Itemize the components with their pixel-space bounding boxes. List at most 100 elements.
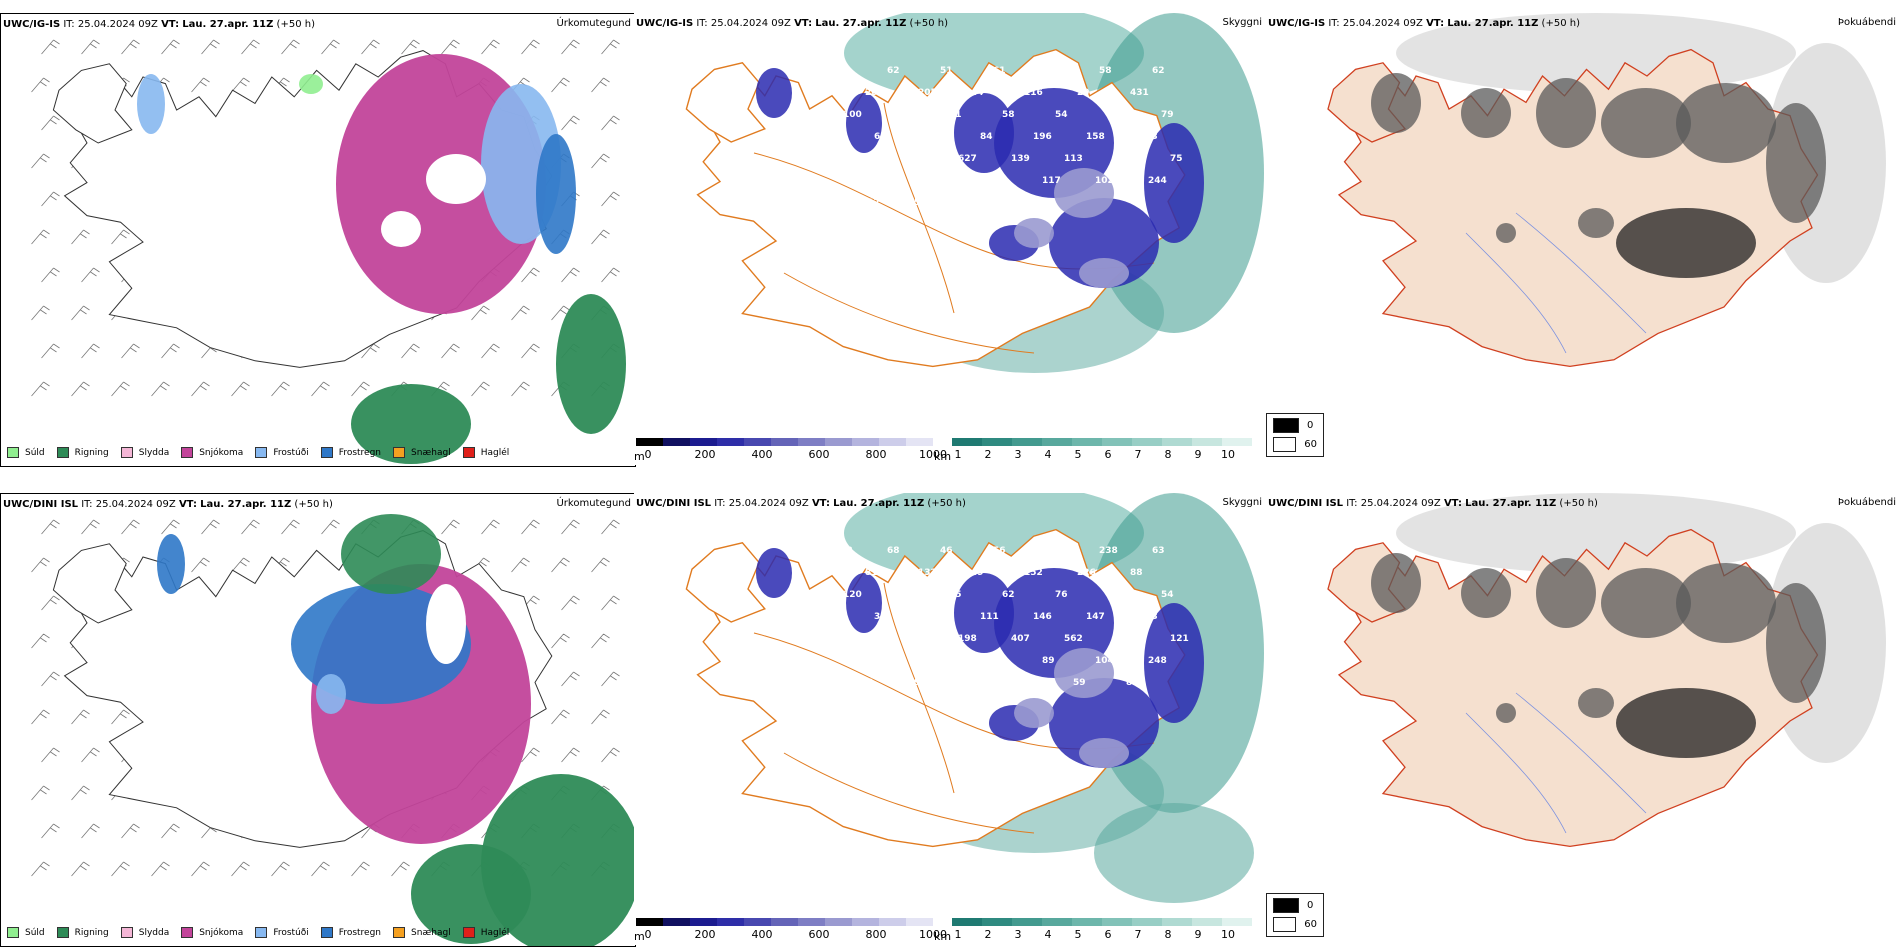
legend-item: Snjókoma <box>181 927 243 938</box>
legend-swatch <box>120 447 133 458</box>
colorbar-segment <box>663 438 690 446</box>
value-label: 102 <box>834 546 853 556</box>
colorbar-tick: 9 <box>1194 448 1202 461</box>
wind-barb <box>601 39 620 55</box>
fog-legend-swatch <box>1273 898 1299 913</box>
wind-barb <box>41 115 60 131</box>
vt-label: VT: <box>161 19 180 30</box>
wind-barb <box>111 709 130 725</box>
precip-field <box>157 514 635 946</box>
wind-barb <box>231 557 250 573</box>
value-label: 116 <box>1024 88 1043 98</box>
value-label: 69 <box>1020 678 1033 688</box>
wind-barb <box>31 381 50 397</box>
wind-barb <box>191 77 210 93</box>
colorbar-segment <box>906 918 933 926</box>
wind-barb <box>71 229 90 245</box>
legend-label: Snæhagl <box>411 927 451 938</box>
value-label: 59 <box>1073 678 1086 688</box>
value-label: 55 <box>1046 66 1059 76</box>
vt-value: Lau. 27.apr. 11Z <box>182 19 274 30</box>
map-canvas <box>31 514 635 946</box>
colorbar-segment <box>1132 918 1162 926</box>
model-name: UWC/IG-IS <box>3 19 61 30</box>
value-label: 62 <box>887 66 900 76</box>
gap-area <box>426 154 486 204</box>
colorbar-segment <box>1012 438 1042 446</box>
legend-label: Snæhagl <box>411 447 451 458</box>
wind-barb <box>81 823 100 839</box>
value-label: 121 <box>1170 634 1189 644</box>
colorbar-segment <box>690 438 717 446</box>
wind-barb <box>321 519 340 535</box>
colorbar-tick: 8 <box>1164 928 1172 941</box>
colorbar-tick: 4 <box>1044 928 1052 941</box>
wind-barb <box>471 305 490 321</box>
wind-barb <box>81 39 100 55</box>
wind-barb <box>161 823 180 839</box>
panel-header: UWC/IG-IS IT: 25.04.2024 09Z VT: Lau. 27… <box>3 19 315 30</box>
road <box>883 582 955 794</box>
wind-barb <box>391 861 410 877</box>
wind-barb <box>601 671 620 687</box>
wind-barb <box>31 557 50 573</box>
colorbar-tick: 2 <box>984 928 992 941</box>
wind-barb <box>591 229 610 245</box>
high-terrain-area <box>1049 678 1159 768</box>
wind-barb <box>71 381 90 397</box>
legend-label: Rigning <box>74 447 109 458</box>
value-label: 96 <box>883 176 896 186</box>
value-label: 68 <box>887 546 900 556</box>
legend-swatch <box>7 447 19 458</box>
colorbar-tick: 1 <box>954 928 962 941</box>
wind-barb <box>111 861 130 877</box>
fog-area <box>1601 88 1691 158</box>
wind-barb <box>71 861 90 877</box>
map-canvas: 90 62 51 61 55 58 62 205 205 44 116 29 431 100 47 51 58 5… <box>685 13 1264 373</box>
value-label: 81 <box>865 568 878 578</box>
fog-legend-swatch <box>1273 917 1297 932</box>
legend-label: Frostregn <box>338 447 382 458</box>
value-label: 59 <box>1046 546 1059 556</box>
colorbar-segment <box>982 438 1012 446</box>
fog-legend-value: 60 <box>1304 439 1317 450</box>
terrain-field <box>756 68 1204 288</box>
wind-barb <box>601 191 620 207</box>
wind-barb <box>601 595 620 611</box>
legend-item: Frostregn <box>320 927 381 938</box>
fog-legend-swatch <box>1273 437 1297 452</box>
wind-barb <box>401 39 420 55</box>
fog-area <box>1578 208 1614 238</box>
wind-barb <box>31 229 50 245</box>
legend-item: Haglél <box>462 927 509 938</box>
river <box>1515 692 1647 814</box>
legend-swatch <box>7 927 19 938</box>
terrain-area <box>1079 258 1129 288</box>
legend-swatch <box>393 927 406 938</box>
wind-barb <box>41 823 60 839</box>
wind-barb <box>441 343 460 359</box>
legend-swatch <box>255 927 268 938</box>
high-terrain-area <box>1144 123 1204 243</box>
colorbar-segment <box>1072 918 1102 926</box>
terrain-area <box>1054 168 1114 218</box>
value-label: 54 <box>1055 110 1068 120</box>
fog-area <box>1578 688 1614 718</box>
wind-barb <box>81 343 100 359</box>
wind-barb <box>161 519 180 535</box>
vt-value: Lau. 27.apr. 11Z <box>815 18 907 29</box>
visibility-unit: km <box>934 930 952 943</box>
fog-area <box>1461 568 1511 618</box>
drizzle-area <box>299 74 323 94</box>
precip-field <box>137 54 626 464</box>
colorbar-tick: 10 <box>1221 448 1235 461</box>
terrain-area <box>1014 698 1054 728</box>
lead-time: (+50 h) <box>276 19 315 30</box>
wind-barb <box>31 785 50 801</box>
wind-barb <box>561 671 580 687</box>
colorbar-tick: 200 <box>694 928 716 941</box>
wind-barb <box>321 39 340 55</box>
legend-swatch <box>462 447 475 458</box>
value-label: 100 <box>967 198 986 208</box>
wind-barb <box>41 39 60 55</box>
